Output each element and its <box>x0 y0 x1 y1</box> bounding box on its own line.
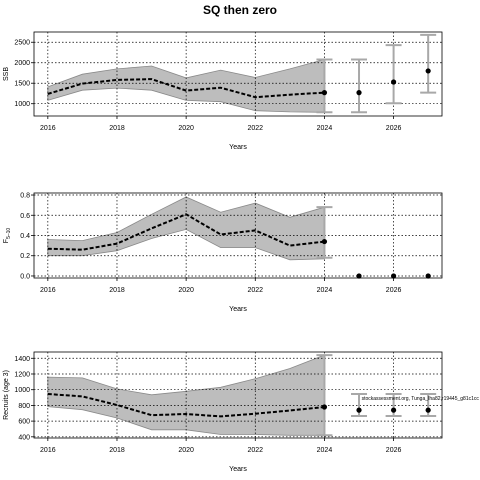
x-tick-label: 2020 <box>178 447 194 454</box>
annotation-text: stockassessment.org, Tunga_Iha82,r19445_… <box>362 396 480 402</box>
y-tick-label: 0.6 <box>20 213 30 220</box>
y-tick-label: 600 <box>18 419 30 426</box>
y-tick-label: 2500 <box>14 40 30 47</box>
y-axis-label: Recruits (age 3) <box>3 370 10 420</box>
chart-panel-3: 2016 2018 2020 2022 2024 2026 400 600 800 1000 120… <box>3 351 480 473</box>
median-line <box>47 393 325 418</box>
x-tick-label: 2026 <box>386 447 402 454</box>
chart-panel-2: 2016 2018 2020 2022 2024 2026 0.0 0.2 0.4 0.6 0.8 Y… <box>3 193 443 313</box>
projection-point <box>356 407 362 413</box>
x-tick-label: 2018 <box>109 447 125 454</box>
x-axis-label: Years <box>229 306 247 313</box>
y-tick-label: 400 <box>18 434 30 441</box>
y-tick-label: 1200 <box>14 371 30 378</box>
projection-point <box>390 407 397 413</box>
y-tick-label: 1000 <box>14 101 30 108</box>
y-tick-label: 0.8 <box>20 193 30 200</box>
x-tick-label: 2022 <box>247 447 263 454</box>
x-tick-label: 2020 <box>178 125 194 132</box>
plot-frame <box>33 31 443 117</box>
y-axis-label: F5–10 <box>3 228 12 244</box>
y-tick-label: 1000 <box>14 387 30 394</box>
projection-point <box>425 68 431 74</box>
projection-point <box>321 404 328 410</box>
projection-point <box>425 407 431 413</box>
figure-title: SQ then zero <box>203 3 277 17</box>
y-tick-label: 2000 <box>14 60 30 67</box>
y-axis-label-subscript: 5–10 <box>6 228 12 239</box>
x-axis-label: Years <box>229 144 247 151</box>
x-tick-label: 2024 <box>317 125 333 132</box>
median-line <box>47 78 325 99</box>
projection-point <box>356 90 362 96</box>
y-axis-label-main: Recruits (age 3) <box>3 370 10 420</box>
x-axis-label: Years <box>229 466 247 473</box>
y-axis-label: SSB <box>3 67 10 81</box>
x-tick-label: 2022 <box>247 287 263 294</box>
projection-point <box>425 273 431 279</box>
y-tick-label: 1500 <box>14 81 30 88</box>
x-tick-label: 2026 <box>386 287 402 294</box>
median-line <box>47 213 325 251</box>
y-tick-label: 0.2 <box>20 253 30 260</box>
x-tick-label: 2018 <box>109 125 125 132</box>
x-tick-label: 2016 <box>40 125 56 132</box>
x-tick-label: 2016 <box>40 287 56 294</box>
x-tick-label: 2024 <box>317 287 333 294</box>
plot-frame <box>33 351 443 439</box>
projection-point <box>390 273 397 279</box>
x-tick-label: 2022 <box>247 125 263 132</box>
projection-point <box>321 238 328 245</box>
y-axis-label-main: SSB <box>3 67 10 81</box>
chart-panel-1: 2016 2018 2020 2022 2024 2026 1000 1500 2000 2500… <box>3 31 443 151</box>
x-tick-label: 2018 <box>109 287 125 294</box>
projection-point <box>356 273 362 279</box>
y-tick-label: 1400 <box>14 356 30 363</box>
y-axis-label-main: F <box>3 239 10 243</box>
x-tick-label: 2024 <box>317 447 333 454</box>
x-tick-label: 2026 <box>386 125 402 132</box>
projection-point <box>390 79 397 85</box>
y-tick-label: 800 <box>18 403 30 410</box>
x-tick-label: 2020 <box>178 287 194 294</box>
y-tick-label: 0.4 <box>20 233 30 240</box>
projection-point <box>321 90 328 96</box>
y-tick-label: 0.0 <box>20 273 30 280</box>
x-tick-label: 2016 <box>40 447 56 454</box>
